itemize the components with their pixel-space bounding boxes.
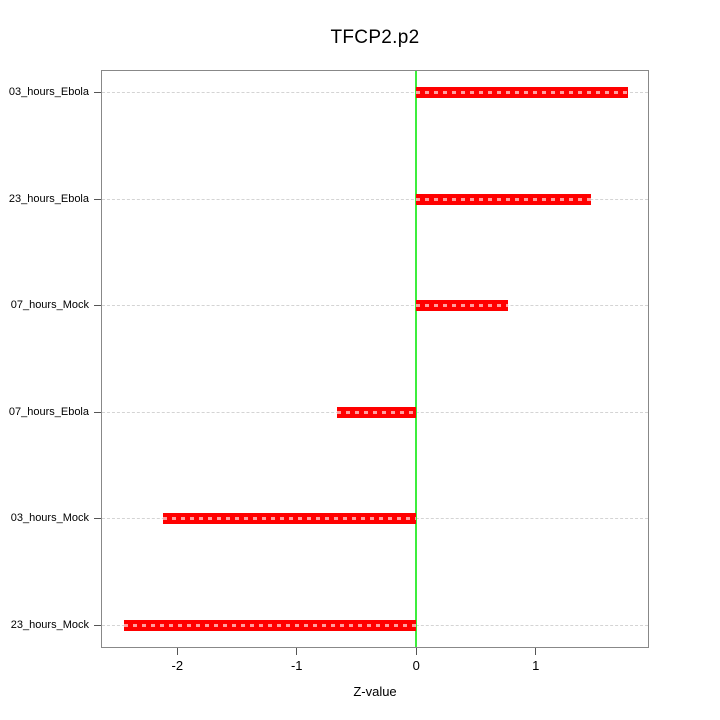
bar-03_hours_Mock xyxy=(162,513,417,525)
bar-07_hours_Mock xyxy=(416,300,509,312)
bar-07_hours_Ebola xyxy=(337,406,417,418)
y-axis: 03_hours_Ebola 23_hours_Ebola 07_hours_Moc… xyxy=(0,70,101,648)
x-tick-label: -1 xyxy=(290,658,303,673)
x-tick xyxy=(415,648,417,655)
row-gridline xyxy=(102,305,648,307)
x-axis-title: Z-value xyxy=(353,684,397,699)
y-tick xyxy=(94,198,101,200)
row-gridline xyxy=(102,92,648,93)
bar-23_hours_Mock xyxy=(123,620,417,631)
y-tick-label: 23_hours_Ebola xyxy=(8,192,89,205)
y-tick xyxy=(94,625,101,626)
x-tick xyxy=(176,648,178,655)
chart-title: TFCP2.p2 xyxy=(330,27,420,48)
y-tick-label: 03_hours_Ebola xyxy=(8,86,89,98)
y-tick xyxy=(94,518,101,520)
y-tick-label: 07_hours_Ebola xyxy=(8,405,89,418)
x-tick-label: -2 xyxy=(171,658,184,673)
x-tick-label: 1 xyxy=(532,658,540,673)
y-tick-label: 03_hours_Mock xyxy=(10,512,89,525)
row-gridline xyxy=(102,198,648,200)
bar-23_hours_Ebola xyxy=(416,193,591,205)
zero-reference-line xyxy=(415,71,418,647)
x-tick-label: 0 xyxy=(412,658,420,673)
x-tick xyxy=(296,648,298,655)
bar-03_hours_Ebola xyxy=(416,87,628,98)
plot-area xyxy=(101,70,649,648)
x-tick xyxy=(535,648,537,655)
y-tick xyxy=(94,92,101,93)
y-tick xyxy=(94,411,101,413)
y-tick-label: 23_hours_Mock xyxy=(10,619,89,631)
y-tick-label: 07_hours_Mock xyxy=(10,299,89,312)
y-tick xyxy=(94,305,101,307)
x-axis: -2 -1 0 1 xyxy=(102,648,648,688)
